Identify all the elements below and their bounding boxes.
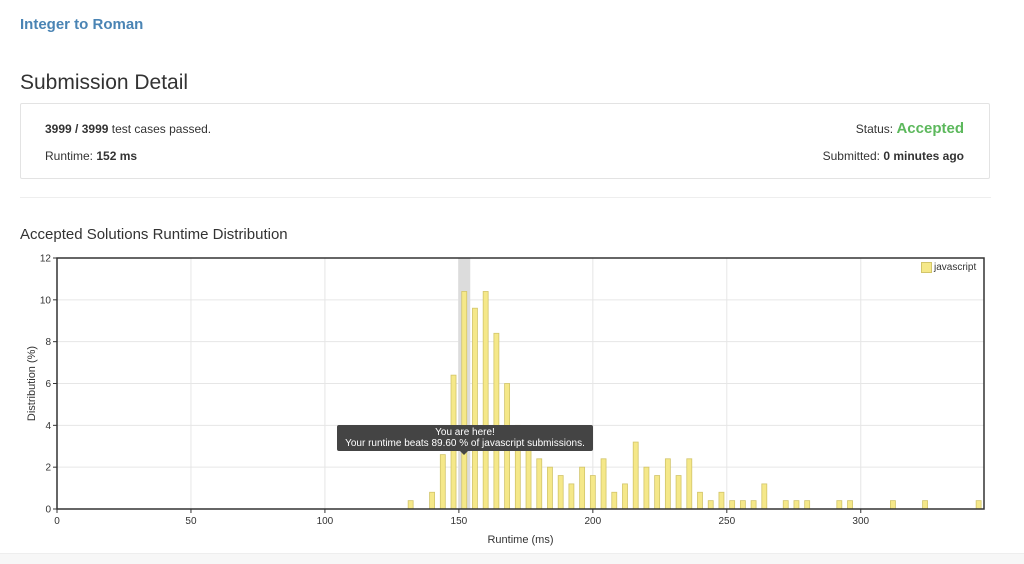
chart-bar[interactable] [589,475,596,510]
chart-bar[interactable] [643,466,650,510]
x-tick-label: 150 [451,516,468,527]
chart-legend[interactable]: javascript [921,262,977,273]
legend-swatch [921,262,932,273]
chart-section-title: Accepted Solutions Runtime Distribution [20,226,288,243]
chart-bar[interactable] [729,500,736,510]
tooltip-arrow [460,451,468,455]
chart-ticks: 0 50 100 150 200 250 300 0 2 4 6 8 10 12 [40,254,870,528]
x-tick-label: 50 [185,516,197,527]
chart-bar[interactable] [697,491,703,510]
runtime-label: Runtime: [45,149,97,163]
x-tick-label: 200 [584,516,601,527]
chart-bar[interactable] [482,291,489,510]
y-tick-label: 4 [45,421,51,432]
cases-passed: 3999 [45,122,72,136]
submitted-value: 0 minutes ago [883,149,964,163]
chart-bar[interactable] [761,483,768,510]
chart-bar[interactable] [622,483,628,510]
y-tick-label: 0 [45,505,51,516]
chart-bar[interactable] [664,458,671,510]
tooltip-line-2: Your runtime beats 89.60 % of javascript… [345,438,585,449]
chart-bar[interactable] [472,307,478,510]
chart-bar[interactable] [718,491,725,510]
chart-bar[interactable] [804,500,811,510]
chart-bar[interactable] [429,491,435,510]
status-value[interactable]: Accepted [896,120,964,137]
y-tick-label: 6 [45,379,51,390]
chart-bar[interactable] [975,500,982,510]
chart-bar[interactable] [632,441,639,510]
runtime-tooltip: You are here! Your runtime beats 89.60 %… [337,425,593,451]
submitted-label: Submitted: [822,149,884,163]
chart-bar[interactable] [922,500,928,510]
chart-bar[interactable] [847,500,853,510]
chart-bar[interactable] [525,441,532,510]
problem-title-link[interactable]: Integer to Roman [20,16,144,33]
submitted-summary: Submitted: 0 minutes ago [823,149,964,163]
tooltip-line-1: You are here! [435,427,495,438]
chart-bar[interactable] [707,500,714,510]
chart-bar[interactable] [600,458,607,510]
test-cases-summary: 3999 / 3999 test cases passed. [45,122,211,136]
submission-detail-panel: 3999 / 3999 test cases passed. Runtime: … [20,103,990,179]
cases-total: 3999 [81,122,109,136]
page-footer-strip [0,553,1024,564]
chart-bar[interactable] [439,454,446,510]
chart-bar[interactable] [611,491,618,510]
y-tick-label: 2 [45,463,51,474]
cases-suffix: test cases passed. [108,122,212,136]
runtime-value: 152 ms [96,149,138,163]
chart-bar[interactable] [568,483,575,510]
chart-bar[interactable] [750,500,757,510]
chart-bar[interactable] [739,500,746,510]
chart-bar[interactable] [836,500,843,510]
x-tick-label: 250 [718,516,735,527]
runtime-summary: Runtime: 152 ms [45,149,137,163]
section-divider [20,197,991,198]
chart-bar[interactable] [890,500,896,510]
chart-bars [407,291,982,510]
chart-bar[interactable] [793,500,800,510]
runtime-distribution-chart: 0 50 100 150 200 250 300 0 2 4 6 8 10 12 Runtime (ms)… [26,254,985,546]
y-tick-label: 10 [40,295,52,306]
chart-bar[interactable] [493,332,500,510]
chart-bar[interactable] [536,458,543,510]
chart-bar[interactable] [547,466,553,510]
chart-bar[interactable] [579,466,586,510]
chart-bar[interactable] [654,475,661,510]
status-label: Status: [855,122,897,136]
chart-bar[interactable] [461,291,468,510]
y-tick-label: 8 [45,337,51,348]
chart-bar[interactable] [686,458,693,510]
x-tick-label: 0 [54,516,60,527]
chart-bar[interactable] [675,475,682,510]
page-title: Submission Detail [20,71,189,94]
chart-bar[interactable] [557,475,564,510]
legend-label: javascript [934,262,977,273]
chart-bar[interactable] [407,500,414,510]
y-tick-label: 12 [40,254,52,265]
x-axis-label: Runtime (ms) [487,534,553,546]
cases-separator: / [71,122,82,136]
x-tick-label: 100 [317,516,334,527]
status-summary: Status: Accepted [856,120,964,137]
x-tick-label: 300 [852,516,869,527]
chart-bar[interactable] [782,500,789,510]
y-axis-label: Distribution (%) [26,346,38,421]
